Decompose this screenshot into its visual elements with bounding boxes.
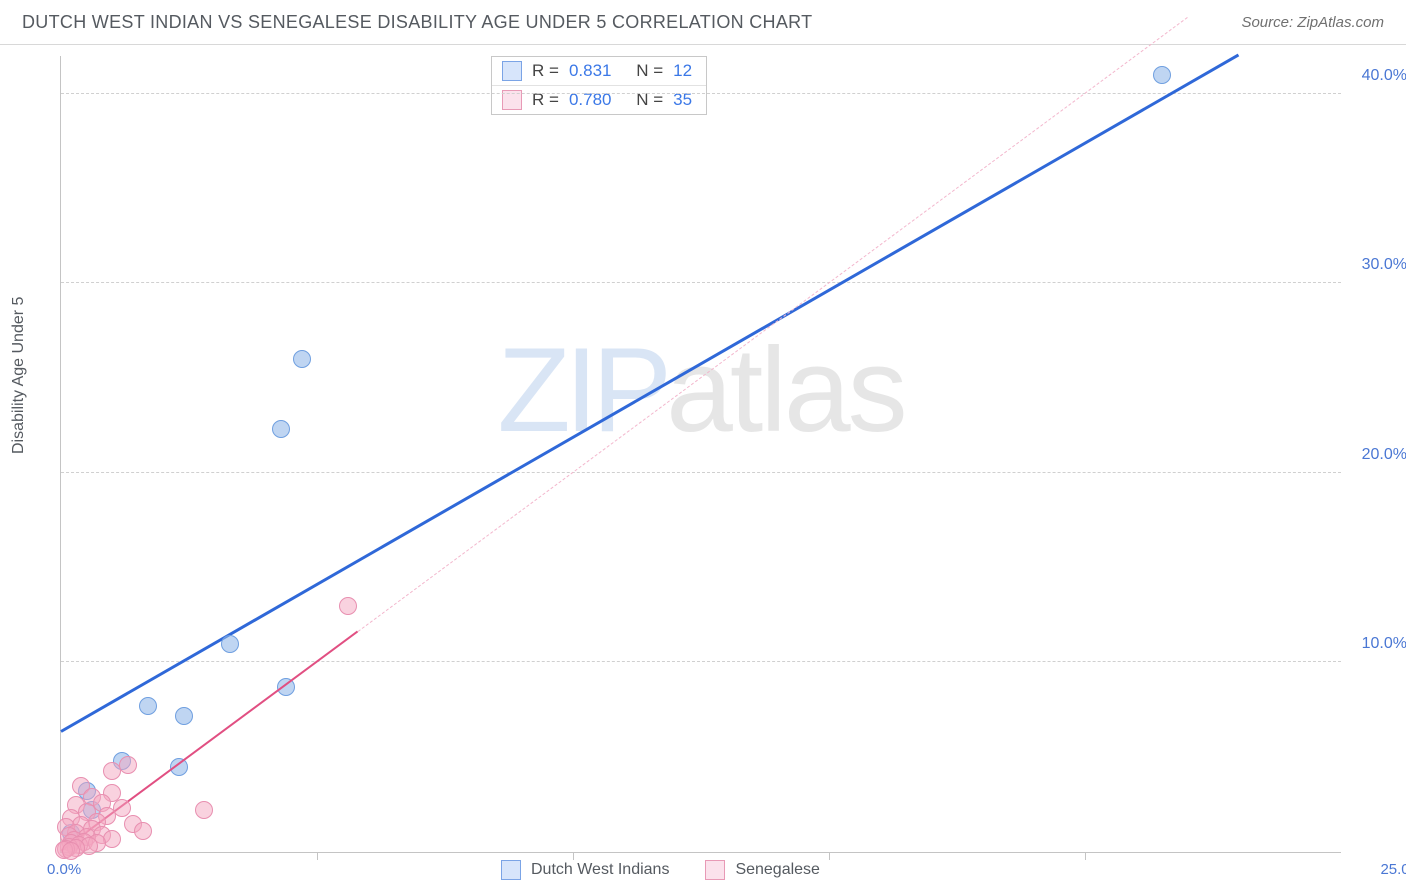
x-tick bbox=[317, 852, 318, 860]
scatter-point-dutch bbox=[139, 697, 157, 715]
x-axis-end-label: 25.0% bbox=[1380, 861, 1406, 878]
legend-item-senegalese: Senegalese bbox=[705, 860, 820, 880]
x-tick bbox=[573, 852, 574, 860]
y-tick-label: 30.0% bbox=[1347, 256, 1406, 274]
scatter-point-senegalese bbox=[103, 830, 121, 848]
y-tick-label: 10.0% bbox=[1347, 635, 1406, 653]
legend-swatch-dutch bbox=[502, 61, 522, 81]
series-legend: Dutch West Indians Senegalese bbox=[501, 860, 820, 880]
scatter-point-senegalese bbox=[103, 762, 121, 780]
legend-item-dutch: Dutch West Indians bbox=[501, 860, 669, 880]
scatter-point-dutch bbox=[293, 350, 311, 368]
gridline bbox=[61, 93, 1341, 94]
legend-swatch-senegalese bbox=[705, 860, 725, 880]
scatter-point-dutch bbox=[221, 635, 239, 653]
scatter-point-dutch bbox=[272, 420, 290, 438]
chart-title: DUTCH WEST INDIAN VS SENEGALESE DISABILI… bbox=[22, 12, 812, 33]
y-tick-label: 40.0% bbox=[1347, 67, 1406, 85]
y-tick-label: 20.0% bbox=[1347, 446, 1406, 464]
gridline bbox=[61, 661, 1341, 662]
scatter-point-dutch bbox=[175, 707, 193, 725]
y-axis-label: Disability Age Under 5 bbox=[10, 297, 28, 454]
trend-line bbox=[60, 53, 1239, 732]
gridline bbox=[61, 472, 1341, 473]
legend-R-label: R = bbox=[532, 61, 559, 81]
trend-line bbox=[358, 17, 1188, 632]
correlation-legend: R = 0.831 N = 12 R = 0.780 N = 35 bbox=[491, 56, 707, 115]
correlation-legend-row: R = 0.780 N = 35 bbox=[492, 85, 706, 114]
scatter-point-senegalese bbox=[134, 822, 152, 840]
x-tick bbox=[829, 852, 830, 860]
scatter-point-dutch bbox=[1153, 66, 1171, 84]
legend-label-dutch: Dutch West Indians bbox=[531, 861, 669, 879]
source-attribution: Source: ZipAtlas.com bbox=[1241, 14, 1384, 31]
legend-R-value-dutch: 0.831 bbox=[569, 61, 612, 81]
scatter-point-senegalese bbox=[339, 597, 357, 615]
legend-label-senegalese: Senegalese bbox=[735, 861, 820, 879]
legend-N-label: N = bbox=[636, 61, 663, 81]
chart-header: DUTCH WEST INDIAN VS SENEGALESE DISABILI… bbox=[0, 0, 1406, 45]
legend-swatch-dutch bbox=[501, 860, 521, 880]
scatter-point-senegalese bbox=[119, 756, 137, 774]
watermark: ZIPatlas bbox=[497, 321, 904, 459]
gridline bbox=[61, 282, 1341, 283]
legend-N-value-dutch: 12 bbox=[673, 61, 692, 81]
x-axis-start-label: 0.0% bbox=[47, 861, 81, 878]
scatter-plot-area: ZIPatlas R = 0.831 N = 12 R = 0.780 N = … bbox=[60, 56, 1341, 853]
scatter-point-senegalese bbox=[62, 842, 80, 860]
scatter-point-senegalese bbox=[195, 801, 213, 819]
correlation-legend-row: R = 0.831 N = 12 bbox=[492, 57, 706, 85]
x-tick bbox=[1085, 852, 1086, 860]
